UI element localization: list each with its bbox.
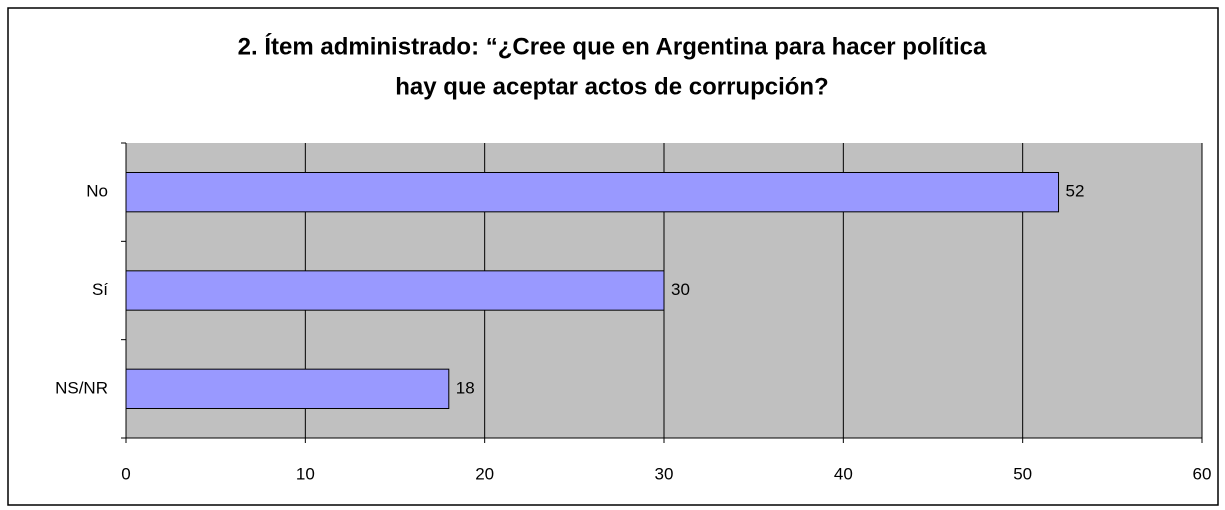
y-tick-label: NS/NR (55, 378, 108, 397)
chart-title: 2. Ítem administrado: “¿Cree que en Arge… (238, 32, 987, 60)
x-tick-label: 40 (834, 464, 853, 483)
x-tick-label: 60 (1193, 464, 1212, 483)
value-label: 18 (456, 378, 475, 397)
y-tick-label: Sí (92, 280, 108, 299)
value-label: 52 (1066, 182, 1085, 201)
x-tick-label: 0 (121, 464, 130, 483)
bar (125, 270, 665, 311)
x-tick-label: 30 (655, 464, 674, 483)
value-label: 30 (671, 280, 690, 299)
bar (125, 368, 450, 409)
chart-title: hay que aceptar actos de corrupción? (395, 73, 828, 100)
x-tick-label: 20 (475, 464, 494, 483)
y-tick-label: No (86, 182, 108, 201)
x-tick-label: 50 (1013, 464, 1032, 483)
x-tick-label: 10 (296, 464, 315, 483)
bar (125, 172, 1060, 213)
